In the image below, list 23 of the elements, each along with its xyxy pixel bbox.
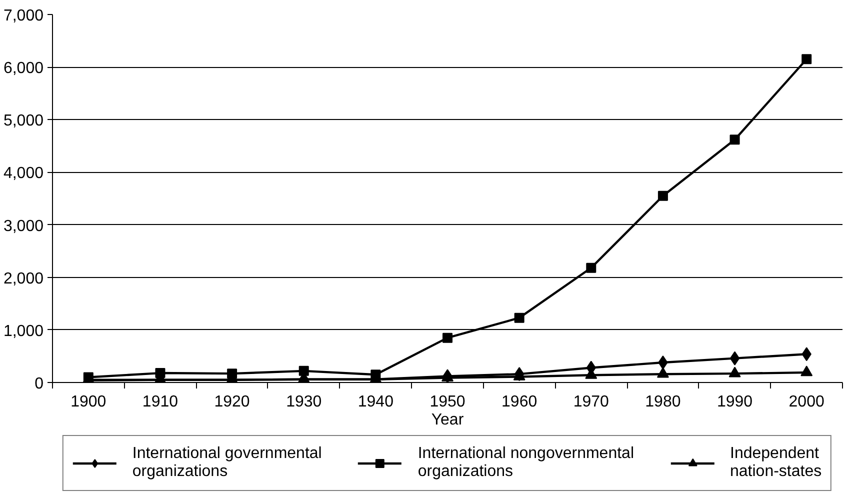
x-tick-label: 1940 <box>358 394 394 410</box>
x-axis-title: Year <box>431 412 464 428</box>
x-tick-label: 1910 <box>142 394 178 410</box>
legend-label: Independent nation-states <box>730 445 822 481</box>
y-tick-label: 7,000 <box>3 8 44 24</box>
y-tick-label: 6,000 <box>3 60 44 78</box>
x-tick-label: 1900 <box>70 394 106 410</box>
x-tick-label: 1990 <box>716 394 753 410</box>
y-tick-label: 3,000 <box>3 218 44 235</box>
x-tick-label: 1920 <box>214 394 250 410</box>
y-tick-label: 1,000 <box>3 322 44 340</box>
y-tick-label: 5,000 <box>3 112 44 130</box>
x-tick-label: 1970 <box>573 394 610 410</box>
x-tick-label: 1960 <box>502 394 538 410</box>
y-tick-label: 4,000 <box>3 165 44 182</box>
x-tick-label: 1950 <box>430 394 466 410</box>
x-tick-label: 1980 <box>645 394 681 410</box>
legend-label: International nongovernmental organizations <box>418 445 634 481</box>
x-tick-label: 2000 <box>788 394 824 410</box>
y-tick-label: 2,000 <box>3 270 44 288</box>
legend-label: International governmental organizations <box>132 445 322 481</box>
y-tick-label: 0 <box>34 376 44 392</box>
x-tick-label: 1930 <box>286 394 322 410</box>
